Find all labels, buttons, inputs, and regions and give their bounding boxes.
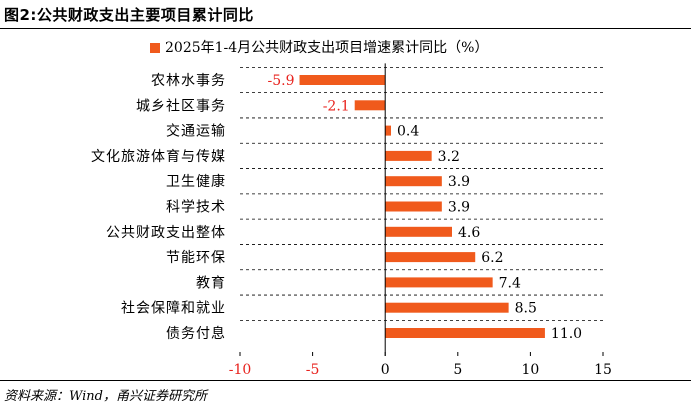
category-label: 科学技术 (166, 200, 226, 216)
bar (385, 201, 442, 212)
category-label: 农林水事务 (151, 73, 226, 89)
category-label: 卫生健康 (166, 173, 226, 190)
category-label: 节能环保 (166, 250, 226, 266)
category-label: 社会保障和就业 (121, 301, 226, 317)
data-label: 4.6 (458, 225, 480, 241)
bar (385, 150, 432, 161)
category-label: 公共财政支出整体 (106, 225, 226, 241)
data-label: 6.2 (481, 250, 503, 266)
source-note: 资料来源：Wind，甬兴证券研究所 (4, 389, 207, 404)
bar (354, 100, 386, 111)
x-tick-label: 5 (453, 362, 462, 378)
x-tick-label: 10 (521, 362, 539, 378)
legend-label: 2025年1-4月公共财政支出项目增速累计同比（%） (165, 40, 488, 56)
bar (385, 176, 442, 187)
legend-swatch (150, 43, 160, 53)
data-label: 8.5 (515, 301, 537, 317)
bar (385, 277, 493, 288)
bar (385, 226, 452, 237)
x-tick-label: 0 (381, 362, 390, 378)
top-rule (0, 28, 691, 29)
data-label: 7.4 (499, 275, 521, 291)
data-label: 3.9 (448, 174, 470, 190)
data-label: -5.9 (268, 73, 295, 89)
bar (385, 302, 509, 313)
data-label: 0.4 (397, 124, 419, 140)
bar-chart: 2025年1-4月公共财政支出项目增速累计同比（%） 农林水事务 -5.9 城乡社区事… (91, 40, 612, 378)
bar (385, 328, 545, 338)
bar (385, 252, 476, 263)
data-label: 11.0 (551, 326, 582, 342)
data-label: -2.1 (323, 98, 350, 114)
x-tick-label: 15 (594, 362, 612, 378)
bar (299, 75, 386, 85)
x-tick-label: -5 (306, 362, 320, 378)
figure-title: 图2:公共财政支出主要项目累计同比 (4, 6, 254, 24)
category-label: 交通运输 (166, 123, 226, 140)
bar (385, 125, 392, 136)
category-label: 城乡社区事务 (136, 98, 226, 114)
category-label: 债务付息 (166, 325, 226, 342)
data-label: 3.9 (448, 200, 470, 216)
bottom-rule (0, 380, 691, 381)
x-tick-label: -10 (229, 362, 252, 378)
category-label: 教育 (196, 275, 226, 291)
data-label: 3.2 (438, 149, 460, 165)
category-label: 文化旅游体育与传媒 (91, 149, 226, 165)
